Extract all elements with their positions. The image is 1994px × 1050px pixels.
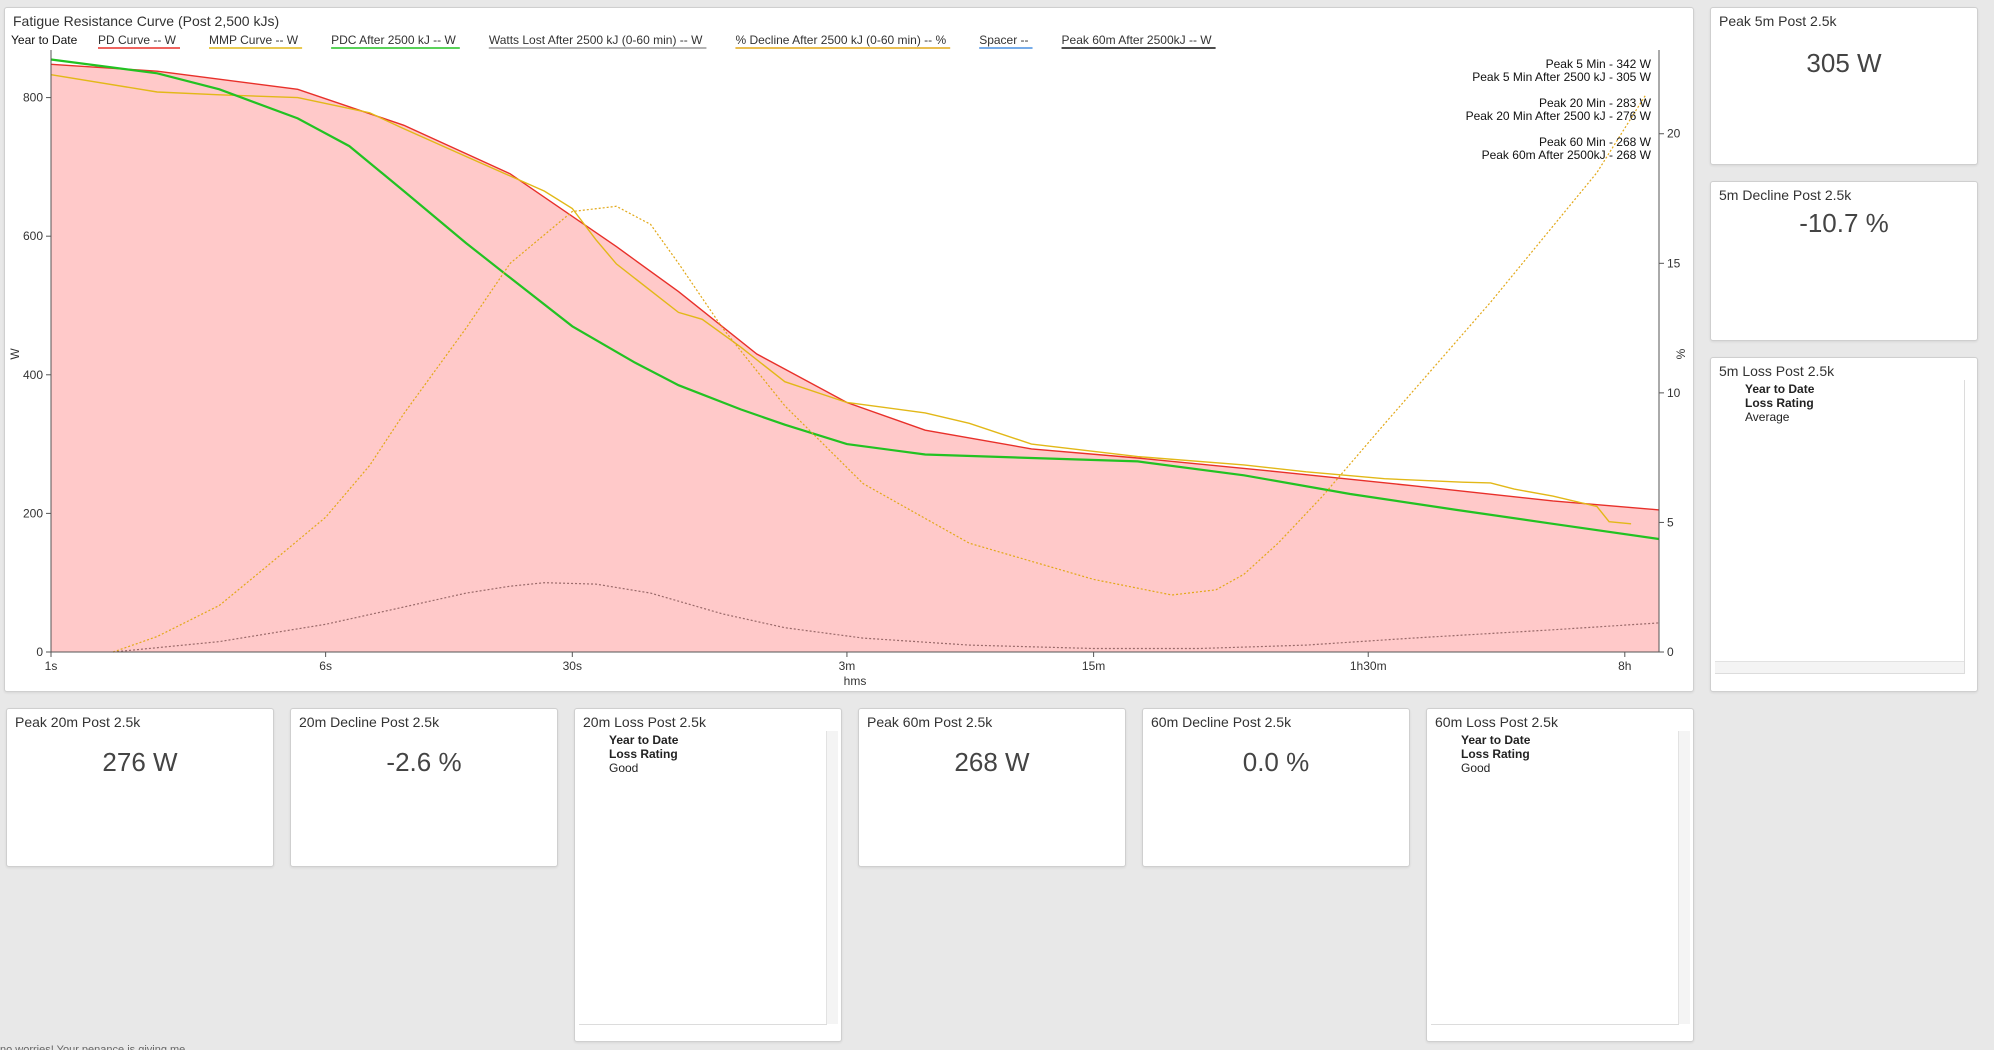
legend-item-5: Spacer --	[979, 33, 1028, 47]
y-right-tick-label-2: 10	[1667, 386, 1681, 400]
legend-item-6: Peak 60m After 2500kJ -- W	[1062, 33, 1213, 47]
loss-20m-rating: Good	[609, 761, 639, 775]
peak-label-2: Peak 20 Min - 283 W	[1539, 96, 1652, 110]
peak-label-1: Peak 5 Min After 2500 kJ - 305 W	[1472, 70, 1651, 84]
y-right-tick-label-4: 20	[1667, 127, 1681, 141]
x-tick-label-4: 15m	[1082, 659, 1105, 673]
series-line-3	[113, 582, 1660, 653]
loss-5m-rating: Average	[1745, 410, 1790, 424]
peak-5m-title: Peak 5m Post 2.5k	[1719, 13, 1837, 29]
x-tick-label-1: 6s	[319, 659, 332, 673]
loss-60m-rating: Good	[1461, 761, 1491, 775]
peak-20m-value: 276 W	[102, 747, 178, 777]
vertical-scrollbar[interactable]	[826, 731, 838, 1024]
plot-area	[50, 58, 1660, 653]
peak-60m-value: 268 W	[954, 747, 1030, 777]
fatigue-resistance-chart-tile: Fatigue Resistance Curve (Post 2,500 kJs…	[4, 7, 1694, 692]
series-line-1	[50, 74, 1632, 525]
decline-5m-tile: 5m Decline Post 2.5k -10.7 %	[1710, 181, 1978, 341]
decline-20m-value: -2.6 %	[386, 747, 462, 777]
loss-60m-rating-header: Loss Rating	[1461, 747, 1530, 761]
peak-60m-tile: Peak 60m Post 2.5k 268 W	[858, 708, 1126, 867]
series-line-4	[112, 94, 1647, 653]
loss-60m-period: Year to Date	[1461, 733, 1531, 747]
legend-item-1: MMP Curve -- W	[209, 33, 299, 47]
peak-label-5: Peak 60m After 2500kJ - 268 W	[1482, 148, 1652, 162]
loss-5m-tile: 5m Loss Post 2.5k Year to Date Loss Rati…	[1710, 357, 1978, 692]
loss-20m-tile: 20m Loss Post 2.5k Year to Date Loss Rat…	[574, 708, 842, 1042]
y-left-tick-label-2: 400	[23, 368, 43, 382]
y-right-tick-label-1: 5	[1667, 515, 1674, 529]
legend-item-2: PDC After 2500 kJ -- W	[331, 33, 456, 47]
decline-20m-title: 20m Decline Post 2.5k	[299, 714, 440, 730]
chart-legend: PD Curve -- W MMP Curve -- W PDC After 250…	[98, 33, 1216, 49]
x-tick-label-5: 1h30m	[1350, 659, 1387, 673]
chart-axes: 1s 6s 30s 3m 15m 1h30m 8h hms 0 200 400 600 800 W 0 5 10…	[8, 50, 1688, 688]
legend-item-0: PD Curve -- W	[98, 33, 177, 47]
legend-item-4: % Decline After 2500 kJ (0-60 min) -- %	[735, 33, 946, 47]
loss-20m-rating-header: Loss Rating	[609, 747, 678, 761]
loss-5m-table: Year to Date Loss Rating Average	[1715, 380, 1965, 674]
y-left-axis-title: W	[8, 348, 22, 360]
decline-60m-value: 0.0 %	[1242, 747, 1310, 777]
loss-5m-period: Year to Date	[1745, 382, 1815, 396]
series-line-0	[50, 63, 1660, 511]
legend-item-3: Watts Lost After 2500 kJ (0-60 min) -- W	[489, 33, 703, 47]
date-range-label: Year to Date	[11, 33, 78, 47]
x-axis-title: hms	[844, 674, 867, 688]
loss-20m-period: Year to Date	[609, 733, 679, 747]
decline-20m-tile: 20m Decline Post 2.5k -2.6 %	[290, 708, 558, 867]
loss-60m-table: Year to Date Loss Rating Good	[1431, 731, 1690, 1025]
chart-title: Fatigue Resistance Curve (Post 2,500 kJs…	[13, 13, 280, 29]
series-line-2	[50, 58, 1660, 541]
loss-60m-title: 60m Loss Post 2.5k	[1435, 714, 1558, 730]
fatigue-resistance-chart: Year to Date PD Curve -- W MMP Curve -- W…	[8, 33, 1688, 688]
series-area-0	[51, 64, 1659, 653]
loss-60m-tile: 60m Loss Post 2.5k Year to Date Loss Rat…	[1426, 708, 1694, 1042]
x-tick-label-3: 3m	[839, 659, 856, 673]
y-right-tick-label-3: 15	[1667, 256, 1681, 270]
loss-20m-table: Year to Date Loss Rating Good	[579, 731, 838, 1025]
loss-5m-rating-header: Loss Rating	[1745, 396, 1814, 410]
decline-5m-value: -10.7 %	[1799, 208, 1889, 238]
y-right-axis-title: %	[1674, 348, 1688, 359]
peak-label-3: Peak 20 Min After 2500 kJ - 276 W	[1466, 109, 1652, 123]
decline-5m-title: 5m Decline Post 2.5k	[1719, 187, 1852, 203]
y-left-tick-label-3: 600	[23, 229, 43, 243]
peak-60m-title: Peak 60m Post 2.5k	[867, 714, 993, 730]
y-left-tick-label-0: 0	[36, 645, 43, 659]
decline-60m-tile: 60m Decline Post 2.5k 0.0 %	[1142, 708, 1410, 867]
x-tick-label-2: 30s	[563, 659, 582, 673]
decline-60m-title: 60m Decline Post 2.5k	[1151, 714, 1292, 730]
y-right-tick-label-0: 0	[1667, 645, 1674, 659]
peak-label-4: Peak 60 Min - 268 W	[1539, 135, 1652, 149]
loss-5m-title: 5m Loss Post 2.5k	[1719, 363, 1835, 379]
x-tick-label-0: 1s	[45, 659, 58, 673]
vertical-scrollbar[interactable]	[1678, 731, 1690, 1024]
peak-20m-tile: Peak 20m Post 2.5k 276 W	[6, 708, 274, 867]
x-tick-label-6: 8h	[1618, 659, 1631, 673]
horizontal-scrollbar[interactable]	[1715, 661, 1964, 673]
peak-label-0: Peak 5 Min - 342 W	[1546, 57, 1652, 71]
y-left-tick-label-1: 200	[23, 506, 43, 520]
peak-20m-title: Peak 20m Post 2.5k	[15, 714, 141, 730]
y-left-tick-label-4: 800	[23, 91, 43, 105]
peak-5m-tile: Peak 5m Post 2.5k 305 W	[1710, 7, 1978, 165]
loss-20m-title: 20m Loss Post 2.5k	[583, 714, 706, 730]
peak-5m-value: 305 W	[1806, 48, 1882, 78]
status-bar-text: no worries! Your penance is giving me	[0, 1044, 186, 1050]
